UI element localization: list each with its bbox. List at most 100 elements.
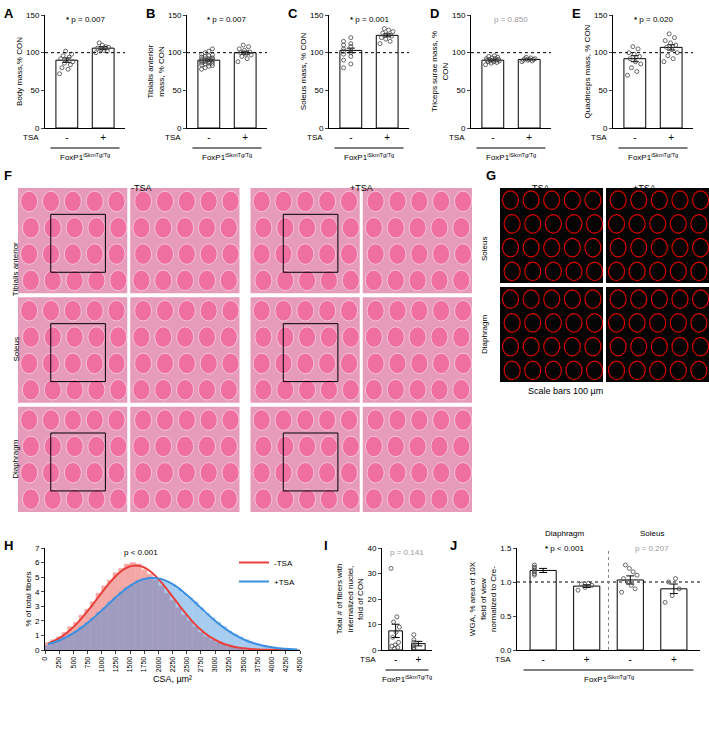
- svg-text:+TSA: +TSA: [633, 183, 656, 193]
- svg-text:H: H: [4, 538, 13, 553]
- svg-text:150: 150: [452, 11, 466, 20]
- svg-text:p = 0.207: p = 0.207: [635, 544, 669, 553]
- svg-text:Soleus: Soleus: [640, 529, 664, 538]
- svg-text:Soleus: Soleus: [12, 337, 21, 361]
- svg-text:100: 100: [168, 48, 182, 57]
- svg-text:FoxP1​iSkmTg/Tg​: FoxP1​iSkmTg/Tg​: [382, 674, 432, 684]
- svg-text:0.0: 0.0: [500, 646, 512, 655]
- svg-text:3750: 3750: [254, 657, 261, 673]
- svg-text:+: +: [100, 132, 106, 143]
- svg-text:150: 150: [26, 11, 40, 20]
- svg-text:Diaphragm: Diaphragm: [11, 439, 20, 478]
- svg-text:0: 0: [603, 124, 608, 133]
- svg-text:C: C: [288, 6, 298, 21]
- svg-text:FoxP1​iSkmTg/Tg​: FoxP1​iSkmTg/Tg​: [60, 152, 110, 162]
- svg-text:0.5: 0.5: [500, 612, 512, 621]
- svg-text:* p = 0.007: * p = 0.007: [66, 15, 105, 24]
- svg-text:* p = 0.001: * p = 0.001: [350, 15, 389, 24]
- svg-text:4250: 4250: [282, 657, 289, 673]
- svg-text:4500: 4500: [296, 657, 303, 673]
- svg-text:0: 0: [461, 124, 466, 133]
- svg-text:Diaphragm: Diaphragm: [480, 315, 489, 354]
- svg-text:5: 5: [35, 573, 40, 582]
- svg-text:-: -: [207, 132, 210, 143]
- svg-text:3: 3: [35, 602, 40, 611]
- svg-text:-: -: [633, 132, 636, 143]
- svg-text:FoxP1​iSkmTg/Tg​: FoxP1​iSkmTg/Tg​: [202, 152, 252, 162]
- svg-text:-: -: [394, 654, 397, 665]
- svg-text:FoxP1​iSkmTg/Tg​: FoxP1​iSkmTg/Tg​: [344, 152, 394, 162]
- svg-text:+: +: [584, 654, 590, 665]
- svg-text:-: -: [541, 654, 544, 665]
- svg-text:150: 150: [310, 11, 324, 20]
- svg-text:* p < 0.001: * p < 0.001: [545, 544, 584, 553]
- svg-text:* p = 0.020: * p = 0.020: [634, 15, 673, 24]
- svg-text:1500: 1500: [126, 657, 133, 673]
- svg-text:-: -: [491, 132, 494, 143]
- svg-text:2500: 2500: [183, 657, 190, 673]
- svg-text:0: 0: [319, 124, 324, 133]
- svg-text:J: J: [450, 538, 457, 553]
- svg-text:p = 0.850: p = 0.850: [494, 15, 528, 24]
- svg-text:1.5: 1.5: [500, 544, 512, 553]
- svg-text:4000: 4000: [268, 657, 275, 673]
- svg-text:Total # of fibers withinternal: Total # of fibers withinternalized nucle…: [335, 564, 365, 635]
- svg-text:-: -: [629, 654, 632, 665]
- svg-text:100: 100: [594, 48, 608, 57]
- svg-text:50: 50: [172, 86, 181, 95]
- svg-text:+: +: [415, 654, 421, 665]
- svg-text:4: 4: [35, 588, 40, 597]
- svg-text:150: 150: [594, 11, 608, 20]
- svg-text:100: 100: [26, 48, 40, 57]
- svg-text:0: 0: [372, 646, 377, 655]
- svg-text:TSA: TSA: [360, 655, 376, 664]
- svg-text:+TSA: +TSA: [350, 183, 373, 193]
- svg-text:50: 50: [456, 86, 465, 95]
- svg-text:+: +: [668, 132, 674, 143]
- svg-text:30: 30: [367, 569, 376, 578]
- svg-text:2000: 2000: [155, 657, 162, 673]
- svg-text:p < 0.001: p < 0.001: [124, 548, 158, 557]
- svg-text:TSA: TSA: [165, 133, 181, 142]
- svg-text:B: B: [146, 6, 155, 21]
- svg-text:Soleus mass, % CON: Soleus mass, % CON: [299, 33, 308, 111]
- svg-text:1.0: 1.0: [500, 578, 512, 587]
- svg-text:FoxP1​iSkmTg/Tg​: FoxP1​iSkmTg/Tg​: [628, 152, 678, 162]
- svg-text:500: 500: [70, 657, 77, 669]
- svg-text:1750: 1750: [140, 657, 147, 673]
- svg-text:50: 50: [598, 86, 607, 95]
- svg-text:100: 100: [310, 48, 324, 57]
- svg-text:1: 1: [35, 631, 40, 640]
- svg-text:0: 0: [35, 646, 40, 655]
- svg-text:+: +: [242, 132, 248, 143]
- svg-text:2750: 2750: [197, 657, 204, 673]
- svg-text:-TSA: -TSA: [529, 183, 550, 193]
- svg-text:TSA: TSA: [307, 133, 323, 142]
- svg-text:F: F: [4, 168, 12, 183]
- svg-text:1000: 1000: [98, 657, 105, 673]
- svg-text:50: 50: [314, 86, 323, 95]
- svg-text:0: 0: [177, 124, 182, 133]
- svg-text:Body mass,% CON: Body mass,% CON: [15, 37, 24, 106]
- svg-text:Scale bars 100 µm: Scale bars 100 µm: [528, 386, 603, 396]
- svg-text:TSA: TSA: [23, 133, 39, 142]
- svg-text:1250: 1250: [112, 657, 119, 673]
- svg-text:0: 0: [41, 657, 48, 661]
- svg-text:3500: 3500: [240, 657, 247, 673]
- svg-text:50: 50: [30, 86, 39, 95]
- svg-text:CSA, µm²: CSA, µm²: [153, 674, 192, 684]
- svg-text:G: G: [486, 168, 496, 183]
- svg-text:% of total fibers: % of total fibers: [24, 571, 33, 626]
- svg-text:+: +: [671, 654, 677, 665]
- svg-text:Triceps surae mass, %CON: Triceps surae mass, %CON: [430, 31, 449, 112]
- svg-text:150: 150: [168, 11, 182, 20]
- svg-text:100: 100: [452, 48, 466, 57]
- svg-text:Tibialis anterior: Tibialis anterior: [11, 242, 20, 296]
- svg-text:Quadriceps mass, % CON: Quadriceps mass, % CON: [583, 24, 592, 118]
- svg-text:+TSA: +TSA: [274, 578, 295, 587]
- svg-text:p = 0.141: p = 0.141: [390, 548, 424, 557]
- svg-text:TSA: TSA: [449, 133, 465, 142]
- svg-text:TSA: TSA: [591, 133, 607, 142]
- svg-text:* p = 0.007: * p = 0.007: [207, 15, 246, 24]
- svg-text:0: 0: [35, 124, 40, 133]
